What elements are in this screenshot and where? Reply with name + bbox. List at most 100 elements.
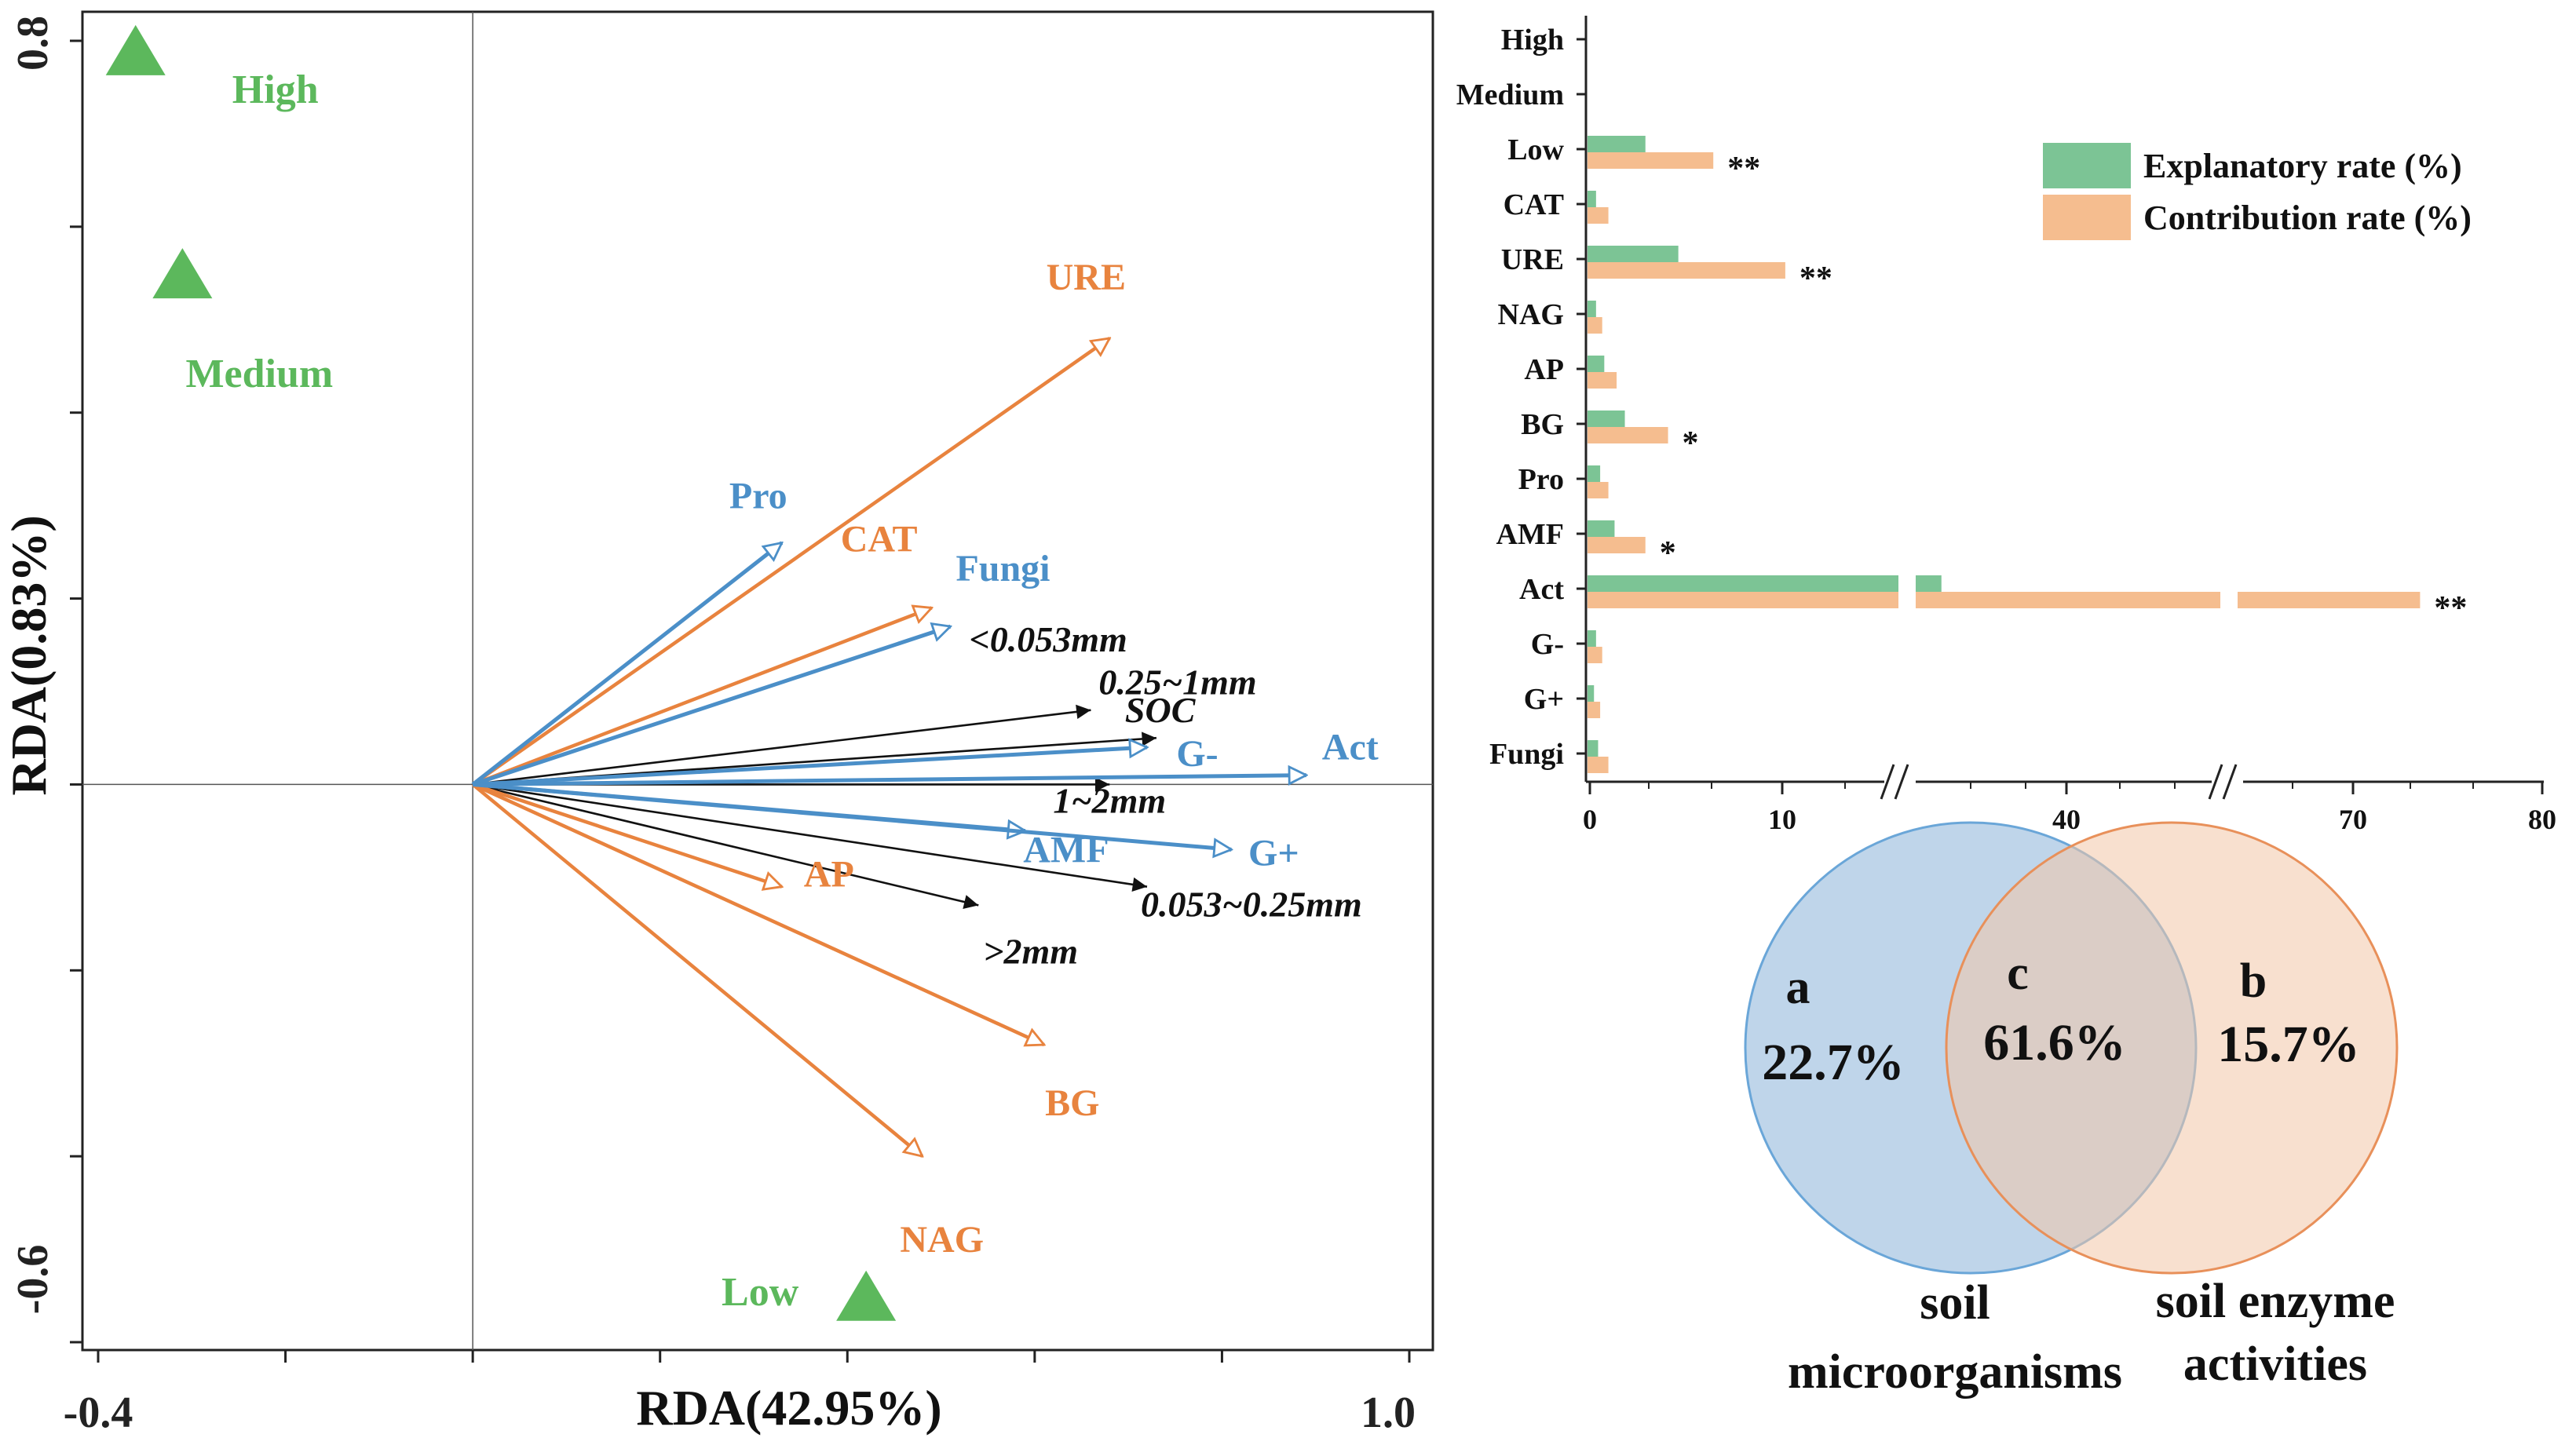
bar-explanatory-rate-ap [1588,356,1605,372]
rda-ticks [70,39,1411,1363]
microbe-vector-g [472,782,1231,849]
bar-explanatory-rate-cat [1588,191,1596,207]
microbe-label-pro: Pro [729,476,787,517]
soil-label-1-2mm: 1~2mm [1053,780,1166,820]
microbe-label-g: G- [1176,733,1218,775]
site-marker-medium [152,248,213,299]
bar-contribution-rate-act [1916,592,2220,608]
venn-region-b-letter: b [2240,954,2267,1008]
rda-y-tick-min: -0.6 [9,1245,57,1315]
legend-swatch-contribution [2043,195,2131,240]
bar-contribution-rate-pro [1588,482,1609,498]
bar-contribution-rate-cat [1588,207,1609,224]
legend-swatch-explanatory [2043,143,2131,188]
bar-explanatory-rate-low [1588,136,1646,152]
venn-region-a-value: 22.7% [1762,1034,1905,1091]
site-marker-high [105,24,166,75]
bar-x-tick-label: 70 [2339,804,2367,835]
bar-category-g: G- [1531,628,1564,661]
enzyme-label-ap: AP [804,854,854,896]
soil-vector-0-053-0-25mm [472,783,1148,892]
enzyme-label-cat: CAT [841,518,918,560]
axis-break-mark [1894,764,1909,800]
legend-label-explanatory: Explanatory rate (%) [2143,147,2462,185]
axis-break-mark [2222,764,2238,800]
soil-label-0-053-0-25mm: 0.053~0.25mm [1141,885,1362,925]
bar-x-axis: 0 10 40 70 80 [1583,764,2556,835]
bar-contribution-rate-ure [1588,262,1785,279]
bar-contribution-rate-low [1588,152,1714,169]
bar-category-nag: NAG [1498,298,1564,331]
rda-y-tick-max: 0.8 [9,16,57,71]
bar-category-act: Act [1519,573,1564,606]
enzyme-vector-ap [472,783,782,886]
enzyme-label-ure: URE [1047,257,1126,298]
bar-contribution-rate-nag [1588,317,1602,334]
enzyme-vector-nag [471,783,923,1156]
microbe-label-fungi: Fungi [955,548,1050,589]
enzyme-vector-bg [472,783,1044,1045]
venn-region-a-letter: a [1786,961,1810,1014]
bar-contribution-rate-amf [1588,537,1646,553]
soil-label-soc: SOC [1125,690,1197,730]
bar-x-tick-label: 0 [1583,804,1597,835]
bar-category-labels: High Medium Low CAT URE NAG AP BG Pro AMF Act G- G+ F… [1456,24,1586,771]
bar-explanatory-rate-fungi [1588,740,1599,757]
bar-category-cat: CAT [1504,188,1564,221]
microbe-vector-g [473,747,1147,786]
microbe-vector-fungi [472,626,950,786]
bar-x-tick-label: 80 [2528,804,2556,835]
bar-category-pro: Pro [1518,463,1564,496]
venn-region-b-value: 15.7% [2217,1016,2360,1073]
soil-label-2mm: >2mm [983,931,1078,971]
venn-circle-enzymes [1945,821,2399,1275]
rda-x-tick-min: -0.4 [64,1388,133,1437]
bar-category-bg: BG [1521,408,1564,441]
bar-x-tick-label: 40 [2052,804,2081,835]
bar-category-medium: Medium [1456,78,1564,111]
bar-contribution-rate-ap [1588,372,1617,389]
site-label-low: Low [722,1270,799,1315]
microbe-vector-act [473,775,1306,786]
enzyme-label-nag: NAG [900,1219,984,1261]
significance-low: ** [1727,151,1760,187]
bar-explanatory-rate-bg [1588,411,1625,427]
soil-label-0-25-1mm: 0.25~1mm [1098,662,1256,702]
axis-break-mark [1880,764,1895,800]
significance-act: ** [2434,590,2467,626]
bar-category-g: G+ [1524,683,1564,716]
site-marker-low [836,1270,897,1321]
venn-diagram: a 22.7% c 61.6% b 15.7% soil microorgani… [1744,821,2399,1399]
microbe-label-g: G+ [1248,832,1299,874]
venn-label-enzymes-line2: activities [2183,1337,2367,1391]
bar-explanatory-rate-g [1588,630,1596,647]
bar-contribution-rate-bg [1588,427,1668,443]
bar-category-ap: AP [1524,353,1564,386]
venn-region-c-value: 61.6% [1983,1014,2126,1071]
rda-sites: High Medium Low [105,24,897,1321]
bar-category-low: Low [1507,133,1564,166]
bar-contribution-rate-act [1588,592,1898,608]
significance-ure: ** [1800,261,1832,297]
bar-legend: Explanatory rate (%) Contribution rate (… [2043,143,2472,240]
bar-explanatory-rate-nag [1588,301,1596,317]
venn-label-microorganisms-line2: microorganisms [1788,1345,2122,1399]
bar-x-tick-label: 10 [1768,804,1796,835]
site-label-medium: Medium [185,352,333,396]
significance-bg: * [1683,425,1699,462]
bar-explanatory-rate-pro [1588,465,1601,482]
soil-vector-0-25-1mm [472,704,1091,786]
bar-explanatory-rate-act [1916,575,1942,592]
bar-explanatory-rate-act [1588,575,1898,592]
site-label-high: High [232,68,319,112]
rda-x-axis-label: RDA(42.95%) [636,1380,941,1436]
enzyme-vector-cat [472,608,931,786]
enzyme-vector-ure [471,337,1109,786]
enzyme-label-bg: BG [1045,1082,1099,1124]
microbe-label-act: Act [1322,727,1379,768]
bar-explanatory-rate-ure [1588,246,1679,262]
bar-contribution-rate-g [1588,702,1601,718]
bar-category-amf: AMF [1496,518,1564,551]
